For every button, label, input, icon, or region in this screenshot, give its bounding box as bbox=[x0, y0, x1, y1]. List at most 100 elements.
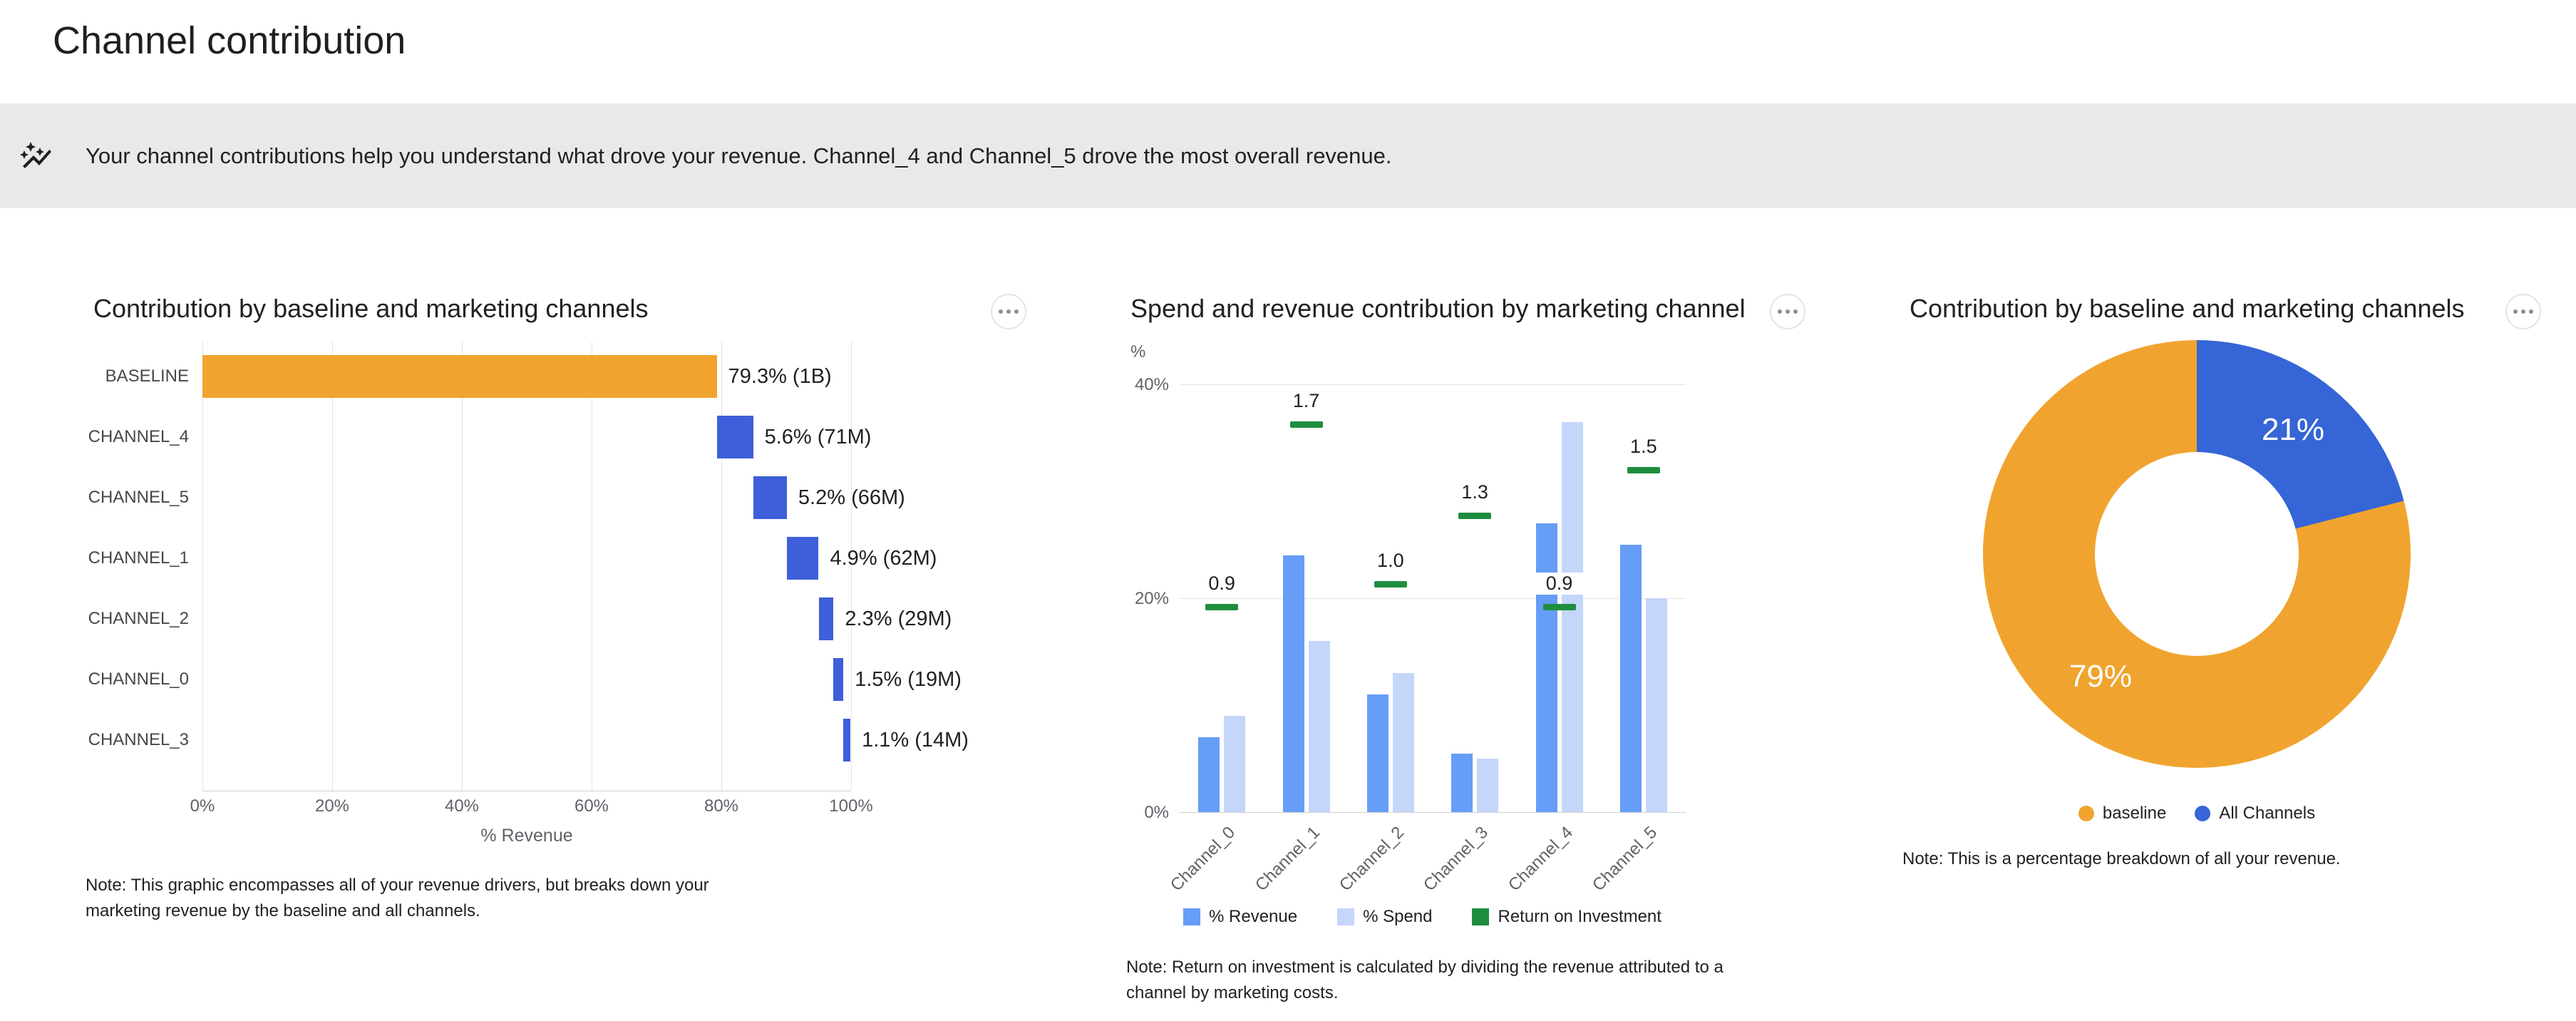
roi-value-label: 1.5 bbox=[1611, 436, 1676, 458]
y-category-label: CHANNEL_3 bbox=[88, 730, 189, 749]
gridline bbox=[202, 342, 203, 791]
roi-swatch-icon bbox=[1472, 908, 1490, 925]
y-tick-label: 40% bbox=[1134, 375, 1169, 394]
roi-value-label: 0.9 bbox=[1527, 573, 1592, 595]
roi-marker bbox=[1289, 421, 1323, 428]
roi-value-label: 1.3 bbox=[1443, 481, 1508, 503]
gridline bbox=[1180, 384, 1686, 385]
donut-slice-label-baseline: 79% bbox=[2068, 659, 2133, 694]
waterfall-menu-button[interactable] bbox=[991, 294, 1026, 329]
y-category-label: BASELINE bbox=[105, 366, 189, 386]
x-category-label: Channel_3 bbox=[1420, 823, 1493, 896]
spend-bar bbox=[1392, 673, 1414, 812]
gridline bbox=[462, 342, 463, 791]
legend-item-all-channels: All Channels bbox=[2195, 804, 2315, 824]
donut-chart-title: Contribution by baseline and marketing c… bbox=[1910, 294, 2465, 323]
x-category-label: Channel_5 bbox=[1588, 823, 1661, 896]
insights-icon bbox=[16, 139, 56, 173]
legend-label: All Channels bbox=[2219, 804, 2316, 823]
grouped-menu-button[interactable] bbox=[1770, 294, 1805, 329]
donut-menu-button[interactable] bbox=[2505, 294, 2541, 329]
x-tick-label: 0% bbox=[190, 796, 215, 816]
x-tick-label: 20% bbox=[314, 796, 350, 816]
legend-label: % Spend bbox=[1363, 907, 1433, 926]
roi-value-label: 1.0 bbox=[1358, 550, 1423, 572]
grouped-chart-title: Spend and revenue contribution by market… bbox=[1130, 294, 1746, 323]
bar-value-label: 5.2% (66M) bbox=[798, 486, 905, 509]
roi-marker bbox=[1627, 467, 1660, 473]
waterfall-baseline-bar bbox=[202, 355, 717, 398]
waterfall-channel-bar bbox=[753, 476, 787, 519]
legend-item-roi: Return on Investment bbox=[1472, 907, 1661, 927]
revenue-bar bbox=[1535, 523, 1557, 812]
y-category-label: CHANNEL_2 bbox=[88, 609, 189, 628]
legend-item-spend: % Spend bbox=[1337, 907, 1432, 927]
donut-legend: baseline All Channels bbox=[1983, 804, 2411, 824]
roi-value-label: 1.7 bbox=[1274, 390, 1339, 412]
bar-value-label: 79.3% (1B) bbox=[728, 365, 832, 388]
y-category-label: CHANNEL_1 bbox=[88, 548, 189, 568]
grouped-chart-legend: % Revenue % Spend Return on Investment bbox=[1183, 907, 1661, 927]
x-category-label: Channel_1 bbox=[1251, 823, 1324, 896]
bar-value-label: 2.3% (29M) bbox=[845, 607, 952, 630]
baseline-dot-icon bbox=[2078, 806, 2094, 821]
spend-swatch-icon bbox=[1337, 908, 1355, 925]
gridline bbox=[1180, 812, 1686, 813]
donut-slice-label-all-channels: 21% bbox=[2261, 412, 2325, 447]
waterfall-chart-title: Contribution by baseline and marketing c… bbox=[93, 294, 649, 323]
donut-ring: 21% 79% bbox=[1983, 340, 2411, 768]
waterfall-channel-bar bbox=[786, 537, 819, 580]
page-title: Channel contribution bbox=[53, 19, 406, 62]
charts-area: Contribution by baseline and marketing c… bbox=[0, 208, 2576, 1021]
x-tick-label: 60% bbox=[574, 796, 609, 816]
y-tick-label: 20% bbox=[1134, 589, 1169, 608]
roi-marker bbox=[1205, 604, 1239, 610]
waterfall-channel-bar bbox=[818, 597, 834, 640]
y-category-label: CHANNEL_4 bbox=[88, 427, 189, 446]
roi-marker bbox=[1458, 513, 1492, 519]
x-tick-label: 80% bbox=[704, 796, 739, 816]
revenue-bar bbox=[1619, 545, 1642, 812]
donut-note: Note: This is a percentage breakdown of … bbox=[1902, 849, 2341, 868]
x-tick-label: 40% bbox=[444, 796, 480, 816]
waterfall-note: Note: This graphic encompasses all of yo… bbox=[86, 876, 709, 920]
revenue-bar bbox=[1282, 555, 1304, 812]
insight-text: Your channel contributions help you unde… bbox=[86, 143, 1392, 168]
legend-item-baseline: baseline bbox=[2078, 804, 2166, 824]
revenue-bar bbox=[1366, 694, 1389, 812]
y-category-label: CHANNEL_0 bbox=[88, 669, 189, 689]
bar-value-label: 1.5% (19M) bbox=[855, 668, 962, 691]
roi-marker bbox=[1374, 581, 1407, 588]
gridline bbox=[851, 342, 852, 791]
revenue-bar bbox=[1451, 753, 1473, 812]
waterfall-channel-bar bbox=[843, 719, 851, 761]
gridline bbox=[1180, 598, 1686, 599]
x-category-label: Channel_4 bbox=[1504, 823, 1577, 896]
x-category-label: Channel_0 bbox=[1167, 823, 1240, 896]
roi-value-label: 0.9 bbox=[1190, 573, 1254, 595]
revenue-swatch-icon bbox=[1183, 908, 1200, 925]
waterfall-channel-bar bbox=[716, 416, 753, 458]
spend-bar bbox=[1477, 759, 1499, 812]
donut-hole bbox=[2095, 452, 2299, 656]
spend-bar bbox=[1645, 598, 1667, 812]
x-axis-title: % Revenue bbox=[480, 826, 573, 846]
grouped-chart-note: Note: Return on investment is calculated… bbox=[1126, 958, 1724, 1002]
legend-item-revenue: % Revenue bbox=[1183, 907, 1297, 927]
spend-bar bbox=[1561, 421, 1583, 812]
all-channels-dot-icon bbox=[2195, 806, 2211, 821]
bar-value-label: 1.1% (14M) bbox=[862, 729, 969, 751]
y-axis-unit: % bbox=[1130, 342, 1146, 361]
revenue-bar bbox=[1198, 737, 1220, 812]
waterfall-channel-bar bbox=[833, 658, 844, 701]
legend-label: Return on Investment bbox=[1498, 907, 1661, 926]
spend-bar bbox=[1308, 641, 1330, 812]
x-category-label: Channel_2 bbox=[1335, 823, 1408, 896]
spend-bar bbox=[1224, 716, 1246, 812]
gridline bbox=[721, 342, 722, 791]
insight-banner: Your channel contributions help you unde… bbox=[0, 103, 2576, 208]
gridline bbox=[332, 342, 333, 791]
legend-label: % Revenue bbox=[1209, 907, 1298, 926]
bar-value-label: 5.6% (71M) bbox=[764, 426, 872, 448]
page-header: Channel contribution bbox=[0, 0, 2576, 103]
